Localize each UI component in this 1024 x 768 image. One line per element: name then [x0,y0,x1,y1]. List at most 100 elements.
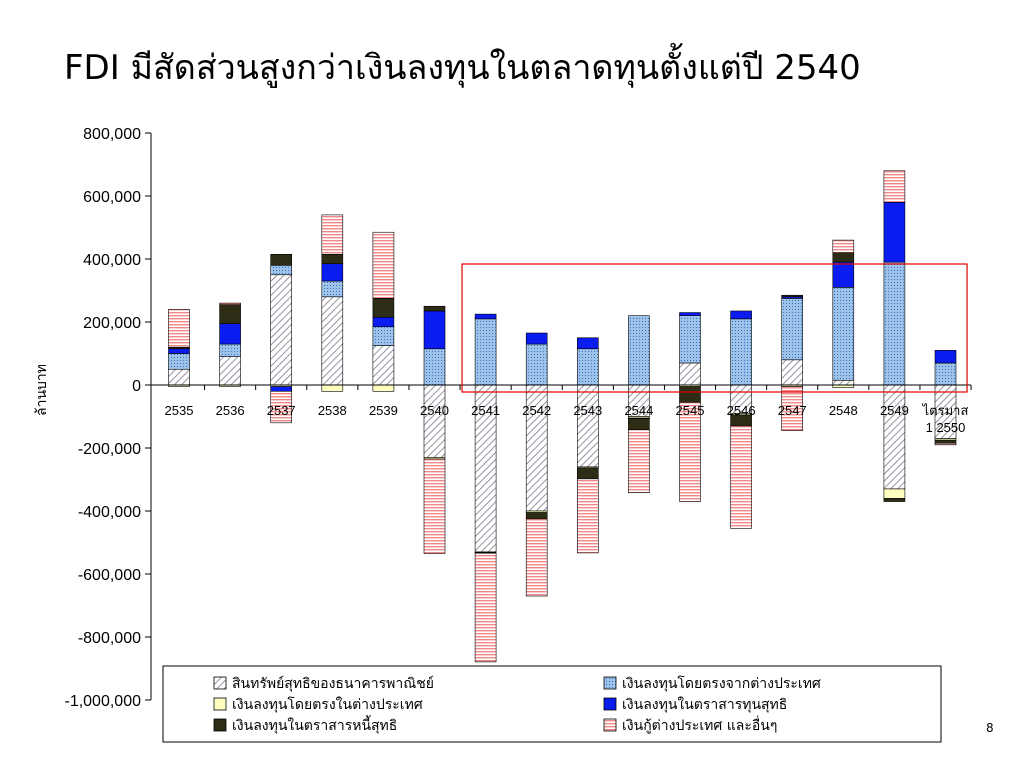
bar-segment-bank_assets [423,384,446,458]
bar-segment-equity [219,323,241,345]
bar-segment-equity [423,310,446,350]
bar-segment-equity [321,263,344,282]
bar-segment-loans [883,170,906,203]
bar-segment-debt [679,386,701,403]
legend-swatch-fdi_outflow [213,697,227,711]
bar-segment-debt [628,418,650,431]
bar-segment-debt [423,305,446,312]
bar-segment-loans [934,442,957,446]
bar-segment-fdi_outflow [372,384,395,392]
bar-segment-loans [576,478,599,554]
slide-title: FDI มีสัดส่วนสูงกว่าเงินลงทุนในตลาดทุนตั… [64,48,861,88]
bar-segment-fdi_inflow [423,348,446,386]
legend-label-loans: เงินกู้ต่างประเทศ และอื่นๆ [622,716,777,734]
bar-segment-fdi_inflow [270,264,293,276]
x-tick-label: 2541 [471,403,500,418]
legend-label-fdi_inflow: เงินลงทุนโดยตรงจากต่างประเทศ [622,675,821,692]
x-tick-label: 2536 [216,403,245,418]
bar-segment-fdi_inflow [628,315,650,386]
legend-swatch-debt [213,718,227,732]
bar-segment-equity [679,312,701,316]
y-tick-label: 600,000 [83,189,141,206]
bar-segment-debt [781,294,804,298]
bar-segment-loans [372,231,395,299]
bar-segment-loans [679,402,701,502]
x-tick-label: ไตรมาส 1 2550 [922,403,969,435]
y-tick-label: 200,000 [83,315,141,332]
bar-segment-fdi_inflow [781,298,804,361]
x-tick-label: 2535 [165,403,194,418]
bar-segment-equity [883,202,906,263]
bar-segment-loans [628,429,650,494]
bar-segment-equity [730,310,752,320]
legend-swatch-equity [603,697,617,711]
bar-segment-fdi_inflow [679,315,701,364]
bar-segment-debt [934,439,957,444]
x-axis: 2535 2536 2537 2538 2539 2540 2541 2542 2543 2544… [150,384,972,435]
bar-segment-loans [321,214,344,255]
y-tick-label: -1,000,000 [64,693,141,710]
bar-segment-fdi_inflow [219,343,241,357]
bar-segment-debt [883,498,906,502]
bar-segment-equity [270,386,293,392]
x-tick-label: 2538 [318,403,347,418]
bar-segment-equity [525,332,548,345]
y-tick-label: 400,000 [83,252,141,269]
x-tick-label: 2539 [369,403,398,418]
x-tick-label: 2542 [522,403,551,418]
y-tick-label: 0 [132,378,141,395]
legend-label-equity: เงินลงทุนในตราสารทุนสุทธิ [622,696,787,713]
bar-segment-equity [934,350,957,364]
bars-layer [168,170,957,663]
x-tick-label: 2543 [573,403,602,418]
highlight-box-layer [461,263,968,393]
x-tick-label: 2544 [624,403,653,418]
bar-segment-fdi_inflow [474,318,497,386]
bar-segment-loans [525,518,548,597]
bar-segment-loans [832,239,855,254]
bar-segment-loans [730,425,752,529]
bar-segment-bank_assets [679,362,701,386]
bar-segment-loans [219,302,241,305]
bar-segment-debt [219,304,241,324]
bar-segment-bank_assets [321,296,344,386]
bar-segment-loans [423,458,446,554]
bar-segment-debt [576,467,599,480]
bar-segment-fdi_outflow [321,384,344,392]
bar-segment-bank_assets [883,384,906,490]
legend-label-bank_assets: สินทรัพย์สุทธิของธนาคารพาณิชย์ [232,675,434,692]
bar-segment-bank_assets [832,379,855,386]
y-tick-label: -200,000 [78,441,141,458]
bar-segment-loans [781,386,804,431]
bar-segment-loans [474,552,497,663]
y-tick-label: -800,000 [78,630,141,647]
bar-segment-bank_assets [372,345,395,386]
bar-segment-debt [270,253,293,266]
bar-segment-debt [321,253,344,265]
page-number: 8 [986,721,994,735]
bar-segment-fdi_outflow [883,488,906,499]
bar-segment-fdi_inflow [883,261,906,386]
bar-segment-fdi_inflow [576,348,599,386]
bar-segment-fdi_inflow [372,326,395,346]
bar-segment-equity [832,261,855,288]
x-tick-label: 2547 [778,403,807,418]
legend-label-fdi_outflow: เงินลงทุนโดยตรงในต่างประเทศ [232,696,423,713]
bar-segment-debt [372,298,395,318]
bar-segment-fdi_inflow [832,287,855,381]
x-tick-label: 2548 [829,403,858,418]
bar-segment-bank_assets [781,359,804,386]
y-axis-label: ล้านบาท [34,364,50,416]
bar-segment-fdi_inflow [525,343,548,386]
y-tick-label: 800,000 [83,126,141,143]
x-tick-label: 2540 [420,403,449,418]
x-tick-label: 2549 [880,403,909,418]
bar-segment-bank_assets [576,384,599,468]
y-axis: 800,000 600,000 400,000 200,000 0 -200,000 -40… [64,126,152,710]
x-tick-label: 2537 [267,403,296,418]
bar-segment-equity [168,348,190,354]
y-tick-label: -600,000 [78,567,141,584]
legend-swatch-bank_assets [213,676,227,690]
legend-frame [162,665,942,743]
